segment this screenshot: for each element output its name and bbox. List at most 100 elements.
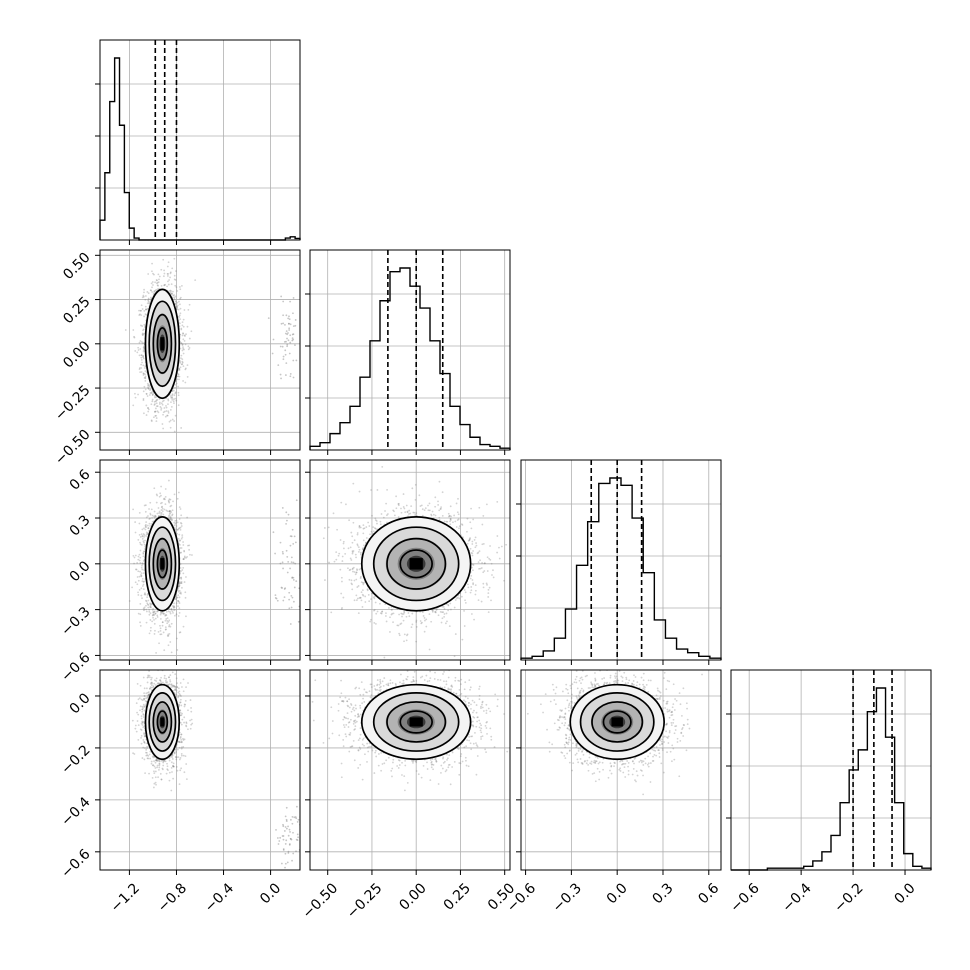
scatter-point [163, 272, 166, 275]
scatter-point [133, 556, 136, 559]
scatter-point [177, 391, 180, 394]
scatter-point [139, 313, 141, 316]
scatter-point [155, 414, 158, 417]
scatter-point [132, 555, 135, 557]
scatter-point [170, 401, 172, 403]
scatter-point [169, 426, 172, 429]
scatter-point [158, 275, 161, 278]
scatter-point [156, 614, 159, 617]
scatter-point [174, 284, 177, 287]
scatter-point [140, 304, 143, 307]
scatter-point [170, 608, 173, 611]
scatter-point [160, 612, 163, 614]
scatter-point [166, 617, 169, 620]
scatter-point [137, 558, 140, 561]
scatter-point [179, 508, 182, 510]
scatter-point [157, 284, 159, 287]
scatter-point [143, 288, 145, 291]
scatter-point [143, 323, 146, 326]
scatter-point [134, 396, 137, 399]
scatter-point [167, 620, 170, 623]
scatter-point [292, 376, 295, 379]
scatter-point [179, 547, 182, 549]
scatter-point [165, 410, 168, 412]
scatter-point [183, 334, 186, 337]
scatter-point [151, 520, 154, 523]
contour-line [144, 288, 181, 400]
scatter-point [179, 526, 182, 529]
scatter-point [170, 519, 173, 522]
scatter-point [159, 633, 162, 636]
scatter-point [175, 305, 178, 308]
scatter-point [180, 525, 183, 527]
scatter-point [138, 533, 141, 536]
scatter-point [145, 521, 148, 523]
scatter-point [156, 398, 159, 401]
scatter-point [291, 339, 294, 342]
scatter-point [166, 414, 169, 417]
scatter-point [168, 510, 171, 513]
scatter-point [177, 375, 180, 378]
scatter-point [138, 309, 140, 312]
scatter-point [279, 345, 282, 348]
scatter-point [147, 604, 150, 606]
scatter-point [161, 611, 164, 614]
scatter-point [173, 420, 176, 422]
scatter-point [177, 527, 180, 530]
scatter-point [170, 622, 173, 625]
scatter-point [182, 325, 185, 328]
scatter-point [140, 594, 143, 597]
scatter-point [178, 375, 181, 378]
scatter-point [188, 337, 191, 340]
scatter-point [161, 507, 164, 510]
scatter-point [145, 608, 148, 611]
scatter-point [185, 576, 187, 578]
scatter-point [174, 522, 177, 525]
scatter-point [150, 282, 153, 285]
scatter-point [148, 394, 151, 396]
scatter-point [178, 602, 181, 604]
scatter-point [180, 537, 183, 540]
scatter-point [171, 398, 174, 401]
scatter-point [182, 332, 184, 335]
scatter-point [151, 514, 154, 517]
scatter-point [184, 335, 186, 337]
scatter-point [165, 509, 168, 512]
scatter-point [142, 555, 145, 558]
scatter-point [189, 553, 191, 556]
scatter-point [147, 386, 149, 389]
scatter-point [171, 397, 174, 400]
scatter-point [156, 288, 159, 291]
scatter-point [143, 347, 145, 349]
scatter-point [131, 586, 133, 589]
scatter-point [168, 632, 171, 635]
scatter-point [188, 303, 191, 306]
histogram-panel-3 [726, 669, 932, 871]
scatter-point [282, 300, 285, 303]
scatter-point [153, 404, 156, 406]
scatter-point [180, 342, 183, 344]
scatter-point [161, 624, 164, 627]
scatter-point [139, 371, 142, 374]
scatter-point [142, 588, 145, 591]
axes-frame [99, 249, 301, 451]
scatter-point [171, 518, 173, 521]
scatter-point [163, 284, 166, 286]
scatter-point [153, 510, 156, 513]
scatter-point [186, 376, 189, 378]
scatter-point [154, 612, 157, 615]
scatter-point [171, 610, 174, 613]
scatter-point [160, 268, 163, 271]
scatter-point [152, 392, 155, 395]
scatter-point [167, 261, 170, 264]
scatter-point [161, 423, 164, 425]
scatter-point [180, 580, 183, 583]
scatter-point [154, 617, 157, 620]
scatter-point [139, 340, 142, 342]
scatter-point [148, 632, 151, 635]
scatter-point [147, 297, 150, 300]
scatter-point [177, 394, 180, 397]
scatter-point [135, 568, 137, 571]
scatter-point [146, 395, 149, 397]
scatter-point [163, 410, 166, 413]
